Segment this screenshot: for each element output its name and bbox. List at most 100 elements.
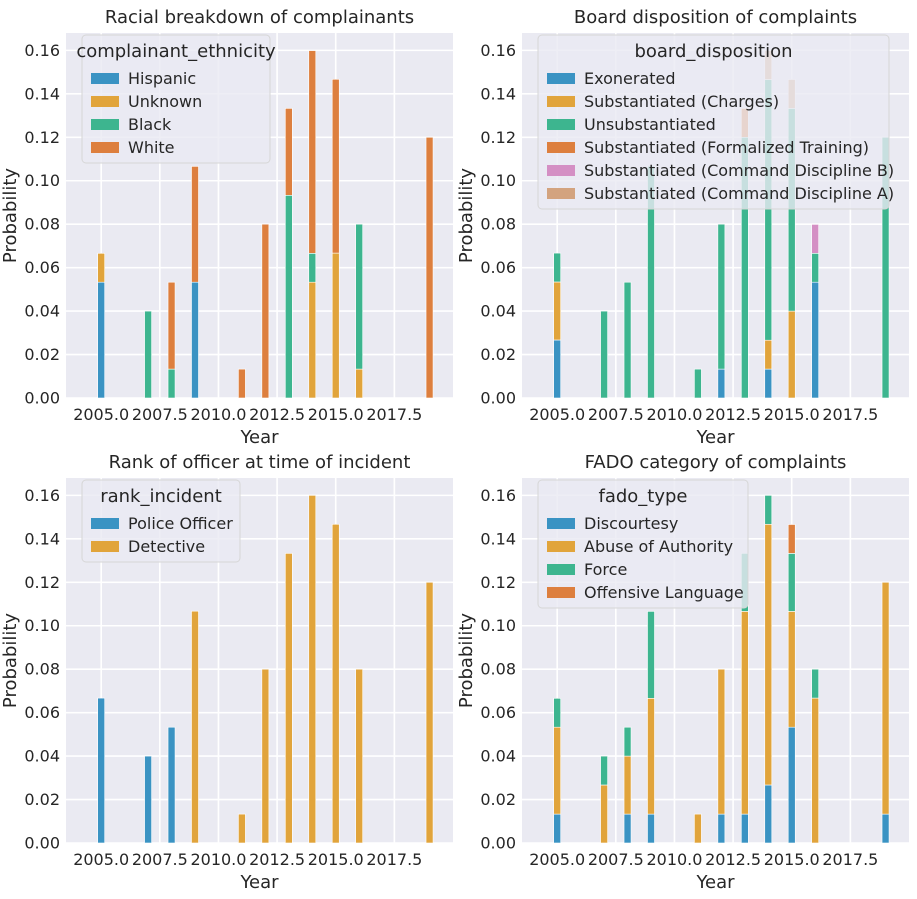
x-tick-label: 2010.0 bbox=[190, 850, 246, 869]
bar bbox=[811, 668, 819, 699]
legend-label: Abuse of Authority bbox=[584, 537, 733, 556]
legend-label: Exonerated bbox=[584, 69, 676, 88]
bar bbox=[97, 697, 105, 844]
bar bbox=[425, 581, 434, 844]
bar bbox=[97, 281, 105, 399]
legend-label: White bbox=[128, 138, 175, 157]
chart-title: Racial breakdown of complainants bbox=[105, 7, 414, 28]
bar bbox=[285, 194, 293, 399]
y-tick-label: 0.10 bbox=[24, 171, 60, 190]
bar bbox=[741, 813, 749, 844]
legend-label: Offensive Language bbox=[584, 583, 744, 602]
bar bbox=[764, 495, 773, 525]
y-tick-label: 0.08 bbox=[24, 215, 60, 234]
legend-swatch bbox=[547, 165, 575, 176]
y-tick-label: 0.04 bbox=[480, 302, 516, 321]
legend-label: Substantiated (Command Discipline B) bbox=[584, 161, 894, 180]
y-tick-label: 0.12 bbox=[24, 573, 60, 592]
y-tick-label: 0.14 bbox=[480, 84, 516, 103]
bar bbox=[553, 813, 561, 844]
x-tick-label: 2010.0 bbox=[646, 405, 702, 424]
y-tick-label: 0.02 bbox=[480, 790, 516, 809]
y-axis-label: Probability bbox=[0, 613, 21, 708]
y-tick-label: 0.16 bbox=[24, 41, 60, 60]
y-tick-label: 0.00 bbox=[480, 389, 516, 408]
bar bbox=[553, 281, 561, 341]
y-tick-label: 0.12 bbox=[480, 573, 516, 592]
x-tick-label: 2015.0 bbox=[308, 405, 364, 424]
y-tick-label: 0.04 bbox=[24, 302, 60, 321]
bar bbox=[694, 813, 702, 844]
legend-title: complainant_ethnicity bbox=[76, 41, 276, 62]
bar bbox=[811, 281, 819, 399]
y-tick-label: 0.06 bbox=[24, 703, 60, 722]
legend: board_disposition Exonerated Substantiated… bbox=[537, 34, 894, 210]
y-tick-label: 0.16 bbox=[24, 486, 60, 505]
bar bbox=[144, 755, 152, 844]
y-tick-label: 0.04 bbox=[24, 747, 60, 766]
chart-panel-3: 0.00 0.02 0.04 0.06 0.08 0.10 0.12 0.14 0.16 2005… bbox=[0, 452, 453, 893]
bar bbox=[553, 339, 561, 399]
x-tick-label: 2017.5 bbox=[822, 850, 878, 869]
x-tick-label: 2012.5 bbox=[705, 850, 761, 869]
bar bbox=[787, 524, 796, 554]
bar bbox=[623, 813, 632, 844]
y-tick-label: 0.00 bbox=[24, 834, 60, 853]
x-axis-label: Year bbox=[695, 427, 735, 448]
bar bbox=[97, 253, 105, 283]
legend-label: Hispanic bbox=[128, 69, 196, 88]
chart-title: Rank of officer at time of incident bbox=[109, 452, 411, 473]
bar bbox=[355, 668, 363, 844]
bar bbox=[308, 253, 317, 283]
bar bbox=[647, 611, 655, 699]
bar bbox=[167, 726, 176, 844]
bar bbox=[764, 784, 773, 844]
y-tick-label: 0.08 bbox=[480, 660, 516, 679]
x-tick-label: 2007.5 bbox=[588, 850, 644, 869]
bar bbox=[308, 50, 317, 254]
bar bbox=[811, 224, 819, 254]
legend: complainant_ethnicity Hispanic Unknown Blac… bbox=[76, 34, 276, 164]
bar bbox=[331, 252, 340, 399]
legend-label: Detective bbox=[128, 537, 205, 556]
bar bbox=[811, 253, 819, 283]
bar bbox=[331, 523, 340, 844]
legend-box bbox=[537, 479, 749, 609]
chart-panel-4: 0.00 0.02 0.04 0.06 0.08 0.10 0.12 0.14 0.16 2005… bbox=[456, 452, 909, 893]
x-tick-label: 2010.0 bbox=[646, 850, 702, 869]
bar bbox=[261, 223, 270, 399]
bar bbox=[238, 813, 246, 844]
x-tick-label: 2007.5 bbox=[132, 405, 188, 424]
y-tick-label: 0.04 bbox=[480, 747, 516, 766]
bar bbox=[717, 813, 726, 844]
bar bbox=[553, 698, 561, 728]
y-tick-label: 0.08 bbox=[24, 660, 60, 679]
legend-swatch bbox=[91, 119, 119, 130]
y-tick-label: 0.14 bbox=[24, 84, 60, 103]
legend-swatch bbox=[547, 518, 575, 529]
x-tick-label: 2015.0 bbox=[764, 405, 820, 424]
bar bbox=[553, 726, 561, 815]
bar bbox=[308, 495, 317, 844]
bar bbox=[285, 108, 293, 196]
legend-label: Substantiated (Charges) bbox=[584, 92, 779, 111]
legend-title: rank_incident bbox=[100, 486, 222, 507]
bar bbox=[355, 368, 363, 399]
y-tick-label: 0.06 bbox=[480, 258, 516, 277]
y-axis-label: Probability bbox=[456, 168, 477, 263]
x-axis-label: Year bbox=[695, 872, 735, 893]
x-tick-label: 2010.0 bbox=[190, 405, 246, 424]
y-tick-label: 0.14 bbox=[24, 529, 60, 548]
bar bbox=[285, 553, 293, 844]
chart-title: FADO category of complaints bbox=[585, 452, 847, 473]
y-tick-label: 0.06 bbox=[24, 258, 60, 277]
bar bbox=[717, 223, 726, 370]
bar bbox=[425, 136, 434, 399]
chart-panel-1: 0.00 0.02 0.04 0.06 0.08 0.10 0.12 0.14 0.16 2005… bbox=[0, 7, 453, 448]
y-tick-label: 0.00 bbox=[480, 834, 516, 853]
legend-label: Police Officer bbox=[128, 514, 233, 533]
y-tick-label: 0.16 bbox=[480, 41, 516, 60]
bar bbox=[764, 339, 773, 370]
y-tick-label: 0.02 bbox=[24, 345, 60, 364]
